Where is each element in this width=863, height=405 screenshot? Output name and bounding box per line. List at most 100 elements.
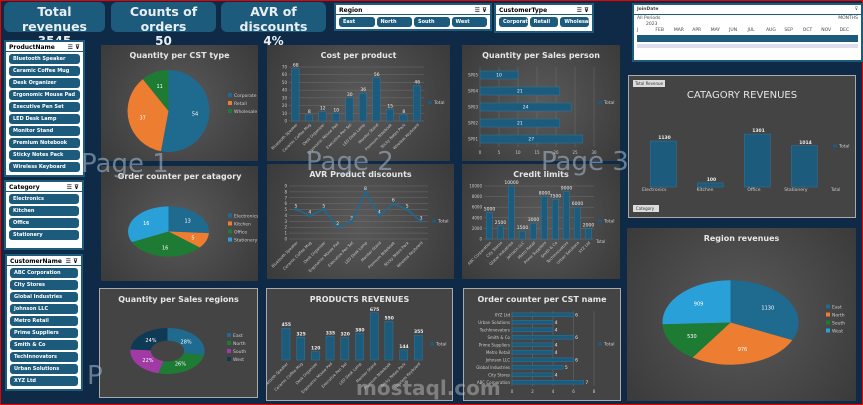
slicer-item[interactable]: Prime Suppliers [10, 328, 78, 338]
data-label: 21 [517, 121, 523, 127]
slicer-item[interactable]: Smith & Co [10, 340, 78, 350]
region-slicer: Region ☰ ⊽ East North South West [334, 3, 492, 31]
y-tick-label: 0 [284, 119, 287, 124]
data-label: 320 [340, 332, 349, 338]
bar [496, 225, 504, 240]
slicer-item[interactable]: East [339, 17, 375, 27]
slicer-item[interactable]: Stationery [9, 230, 79, 240]
y-tick-label: SP03 [468, 105, 478, 110]
field-button[interactable]: Total Revenue [634, 81, 664, 86]
pie-slice [168, 206, 209, 234]
timeline-month[interactable]: AUG [765, 28, 776, 33]
timeline-month[interactable]: J [637, 28, 639, 33]
timeline-bar[interactable] [637, 35, 858, 42]
slicer-item[interactable]: Ceramic Coffee Mug [9, 66, 80, 76]
slicer-item[interactable]: Corporate [499, 17, 528, 27]
clear-filter-icon[interactable]: ⊽ [854, 7, 858, 12]
slicer-item[interactable]: Ergonomic Mouse Pad [9, 90, 80, 100]
data-label: 37 [139, 115, 145, 121]
timeline-month[interactable]: SEP [784, 28, 793, 33]
legend-swatch [228, 221, 232, 226]
slicer-item[interactable]: Bluetooth Speaker [9, 54, 80, 64]
x-tick-label: 6 [572, 389, 575, 394]
timeline-month[interactable]: JUL [747, 28, 755, 33]
category-filter-button[interactable]: Category [636, 206, 655, 211]
clear-filter-icon[interactable]: ☰ ⊽ [474, 7, 487, 14]
data-label: 909 [694, 301, 704, 307]
slicer-item[interactable]: Electronics [9, 194, 79, 204]
slicer-item[interactable]: City Stores [10, 280, 78, 290]
timeline-month[interactable]: JUN [729, 28, 738, 33]
y-tick-label: SP04 [468, 89, 478, 94]
chart-cost-per-product: Cost per product 0 10 20 30 40 50 60 70 68 Bluetoo… [267, 45, 450, 161]
data-label: 9000 [561, 185, 573, 191]
pie-slice [168, 231, 209, 248]
data-label: 3000 [528, 217, 540, 223]
chart-canvas: 0 2 4 6 8 6 XYZ Ltd 4 Urban Solutions 4 TechInnova… [476, 311, 615, 394]
x-tick-label: 10 [515, 150, 521, 155]
clear-filter-icon[interactable]: ☰ ⊽ [65, 258, 78, 265]
timeline-month[interactable]: MAR [673, 28, 684, 33]
x-tick-label: 0 [479, 150, 482, 155]
data-label: 5 [565, 365, 568, 371]
timeline-month[interactable]: NOV [821, 28, 832, 33]
data-label: 8 [402, 109, 405, 115]
slicer-item[interactable]: XYZ Ltd [10, 376, 78, 386]
page-watermark: P [87, 361, 103, 391]
bar [281, 327, 291, 361]
y-tick-label: City Stores [488, 372, 510, 377]
clear-filter-icon[interactable]: ☰ ⊽ [576, 7, 589, 14]
slicer-item[interactable]: Kitchen [9, 206, 79, 216]
timeline-scrollbar[interactable] [637, 44, 858, 48]
x-tick-label: Stationery [784, 187, 808, 193]
x-tick-label: 25 [572, 150, 578, 155]
slicer-item[interactable]: Retail [529, 17, 559, 27]
timeline-month[interactable]: APR [692, 28, 702, 33]
data-label: 28% [181, 339, 192, 345]
y-tick-label: Global Industries [476, 365, 510, 370]
slicer-item[interactable]: South [414, 17, 450, 27]
data-point [377, 213, 381, 217]
slicer-item[interactable]: Office [9, 218, 79, 228]
timeline-unit-selector[interactable]: MONTHS [838, 16, 858, 21]
slicer-item[interactable]: Desk Organizer [9, 78, 80, 88]
chart-title: Quantity per Sales person [482, 51, 600, 60]
slicer-item[interactable]: Sticky Notes Pack [9, 150, 80, 160]
timeline-month[interactable]: DEC [839, 28, 850, 33]
bar [340, 337, 350, 361]
product-slicer: ProductName ☰ ⊽ Bluetooth Speaker Ceramic C… [4, 40, 85, 177]
data-point [419, 219, 423, 223]
bar [511, 335, 574, 340]
slicer-item[interactable]: TechInnovators [10, 352, 78, 362]
timeline-month[interactable]: OCT [802, 28, 813, 33]
timeline-month[interactable]: FEB [655, 28, 664, 33]
legend-label: Wholesale [234, 109, 257, 115]
clear-filter-icon[interactable]: ☰ ⊽ [67, 44, 80, 51]
slicer-item[interactable]: Wholesale [560, 17, 590, 27]
timeline-month[interactable]: MAY [710, 28, 721, 33]
slicer-item[interactable]: LED Desk Lamp [9, 114, 80, 124]
slicer-item[interactable]: Executive Pen Set [9, 102, 80, 112]
chart-title: CATAGORY REVENUES [686, 90, 798, 101]
chart-canvas: 1130 976 530 909 East North South West [662, 280, 845, 365]
chart-title: Credit limits [513, 170, 569, 179]
axis-label: Total [830, 187, 840, 192]
slicer-item[interactable]: Monitor Stand [9, 126, 80, 136]
slicer-item[interactable]: Urban Solutions [10, 364, 78, 374]
clear-filter-icon[interactable]: ☰ ⊽ [66, 184, 79, 191]
slicer-item[interactable]: Metro Retail [10, 316, 78, 326]
slicer-item[interactable]: Johnson LLC [10, 304, 78, 314]
chart-quantity-per-cst-type: Quantity per CST type 54 37 11 Corporate Reta… [101, 45, 258, 161]
slicer-item[interactable]: North [376, 17, 412, 27]
chart-canvas: 13 5 16 16 Electronics Kitchen Office Stationer… [128, 206, 258, 257]
slicer-item[interactable]: Global Industries [10, 292, 78, 302]
slicer-item[interactable]: ABC Corporation [10, 268, 78, 278]
data-label: 10 [333, 107, 339, 113]
page-watermark: Page 3 [541, 147, 629, 177]
slicer-item[interactable]: Premium Notebook [9, 138, 80, 148]
slicer-item[interactable]: West [451, 17, 487, 27]
data-label: 16 [162, 246, 168, 252]
slicer-item[interactable]: Wireless Keyboard [9, 162, 80, 172]
bar [511, 357, 574, 362]
